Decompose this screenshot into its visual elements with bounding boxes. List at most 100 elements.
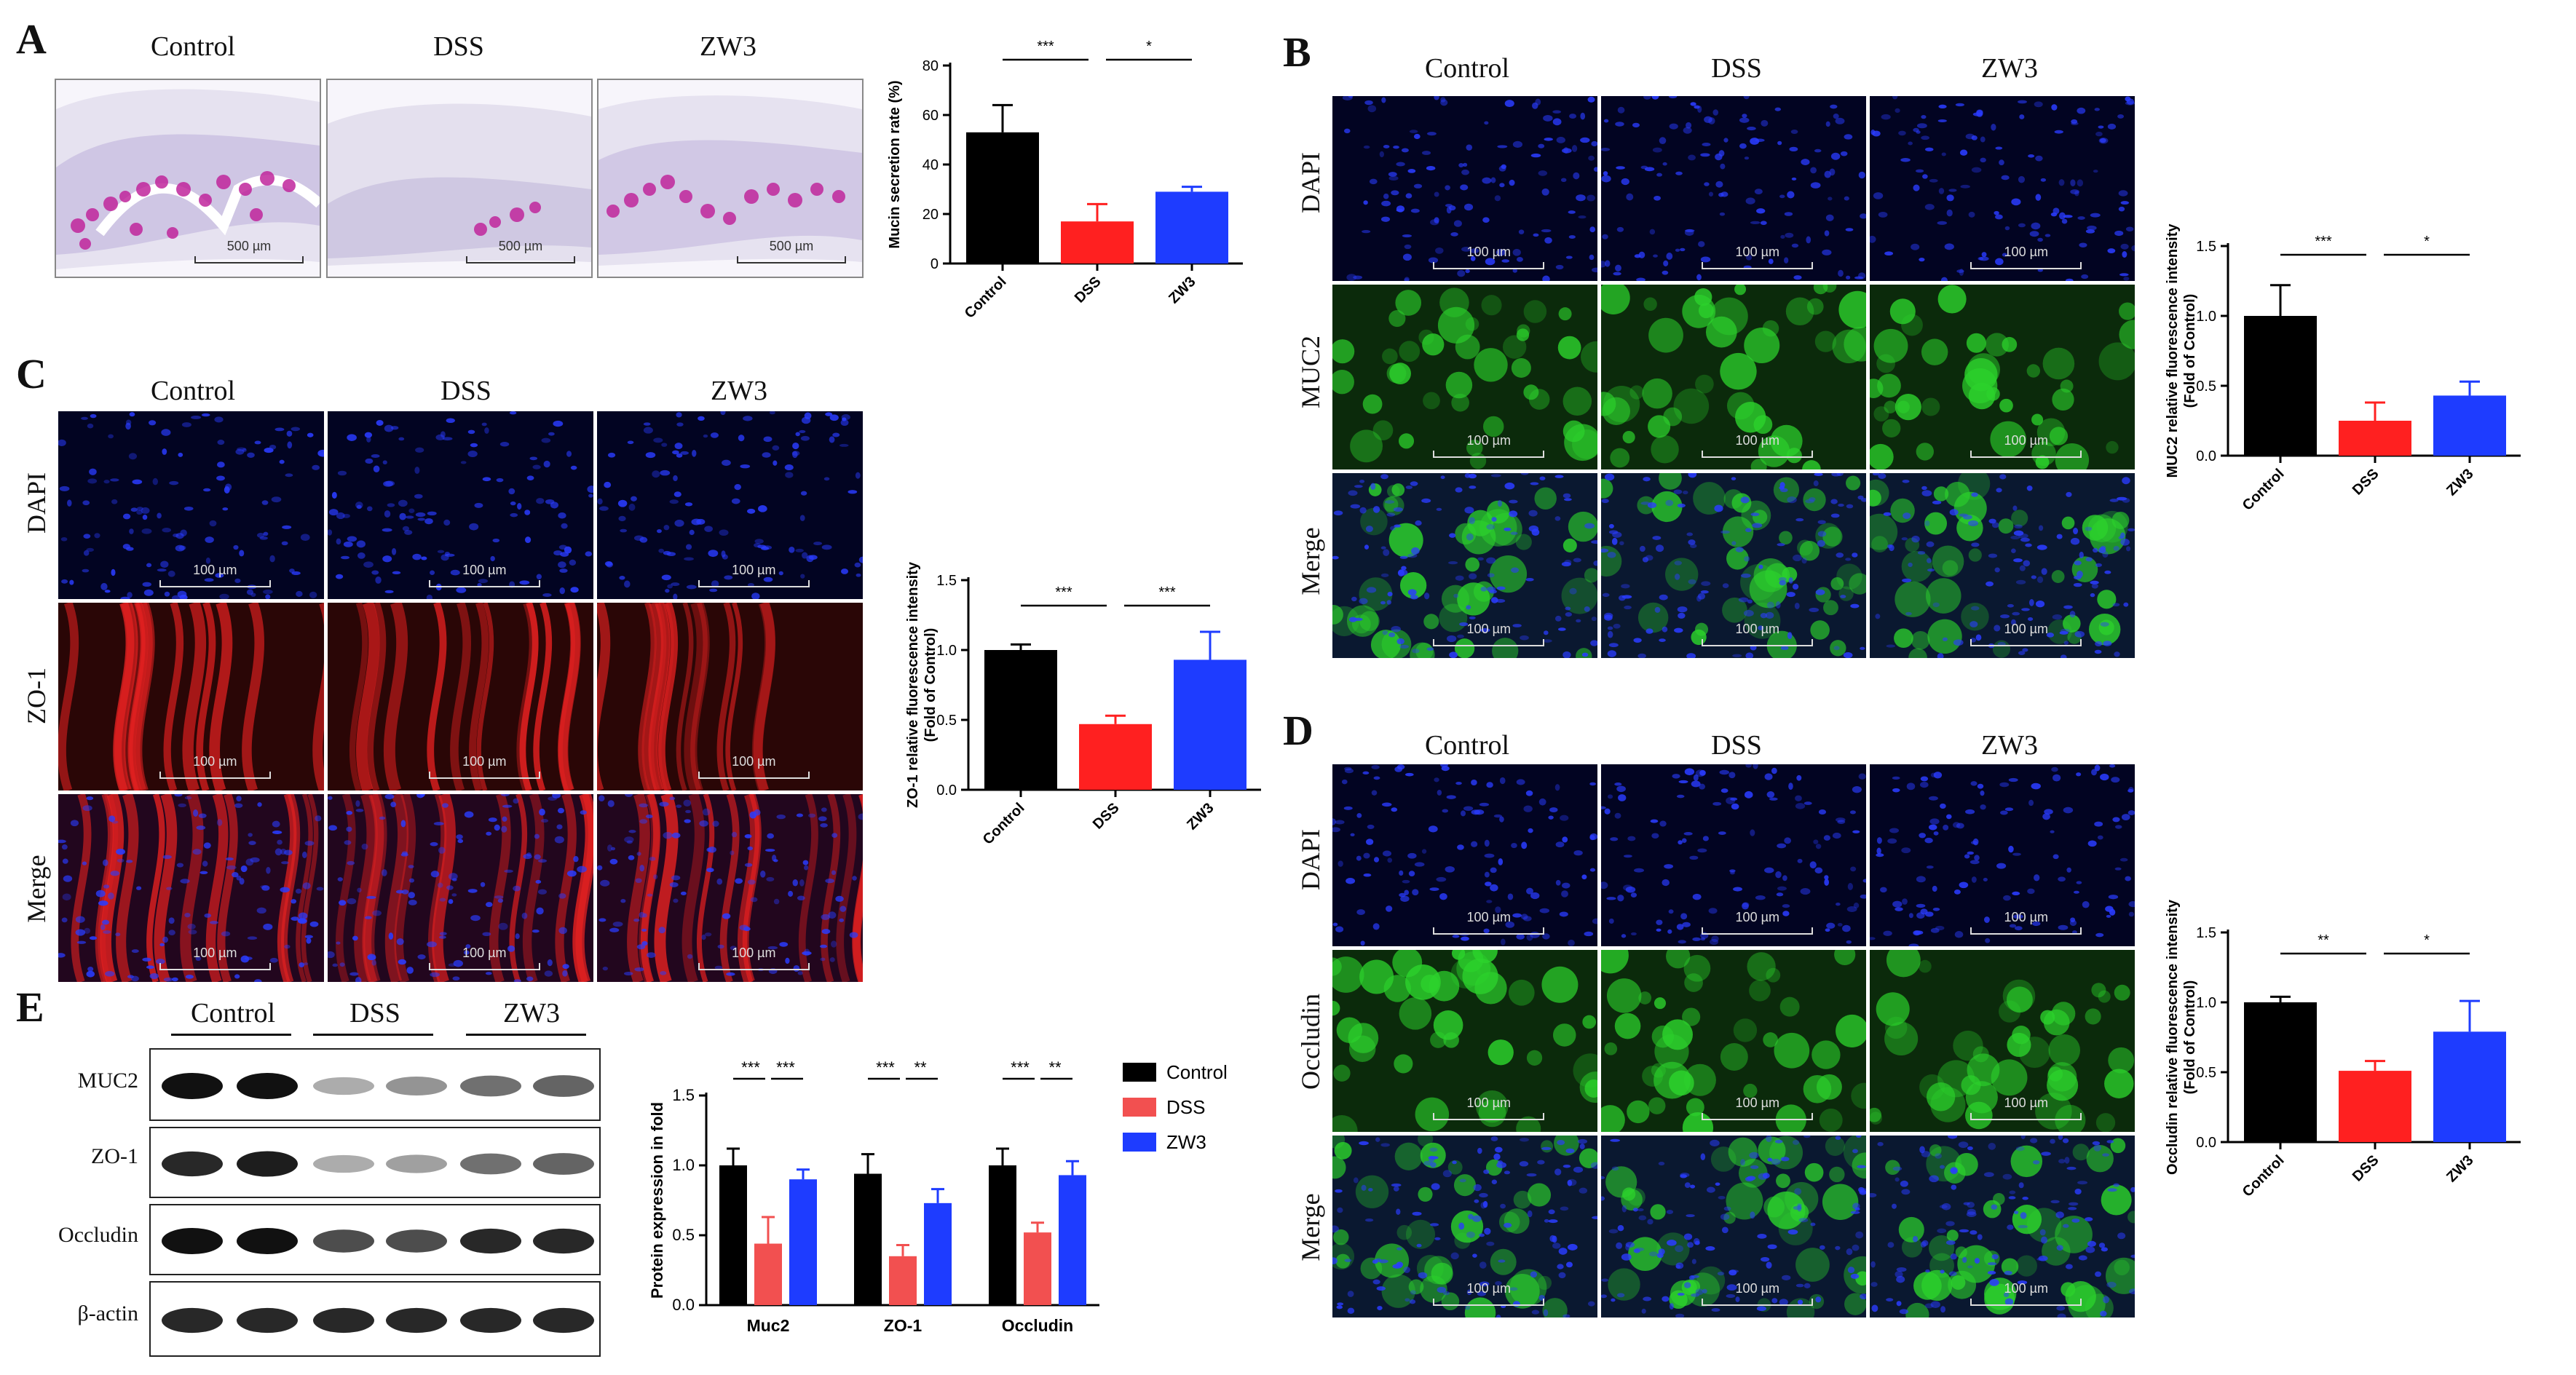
significance-label: *** [1011,1058,1030,1077]
bar-dss [2339,421,2411,456]
y-axis-label: Occludin relative fluorescence intensity [2165,899,2181,1175]
scale-bar: 100 µm [698,754,810,779]
panel-c-col-control: Control [150,376,236,406]
y-tick-label: 0.5 [2196,1065,2216,1081]
x-tick-label: Occludin [1002,1316,1073,1335]
band [313,1307,374,1334]
significance-label: *** [2315,234,2332,250]
scale-bar: 100 µm [1702,433,1814,458]
panel-d-col-zw3: ZW3 [1980,730,2039,761]
x-tick-label: DSS [2350,1152,2382,1185]
micrograph-merge-green: 100 µm [1332,1136,1597,1317]
panel-letter-e: E [16,983,44,1031]
y-tick-label: 1.5 [2196,239,2216,255]
wb-label-beta-actin: β-actin [77,1301,138,1326]
micrograph-dapi: 100 µm [58,411,324,599]
micrograph-dapi: 100 µm [597,411,863,599]
band [533,1153,594,1175]
panel-a-col-dss: DSS [433,31,484,62]
x-tick-label: DSS [1090,800,1123,833]
band [237,1228,298,1254]
scale-bar: 100 µm [698,563,810,587]
micrograph-green: 100 µm [1870,285,2135,469]
panel-c-row-zo1: ZO-1 [22,667,51,724]
scale-bar: 100 µm [1702,1281,1814,1306]
legend-swatch-control [1123,1063,1156,1082]
band [533,1075,594,1097]
micrograph-merge-green: 100 µm [1601,1136,1866,1317]
bar-control [989,1165,1016,1305]
significance-label: * [2424,932,2430,948]
scale-bar: 100 µm [698,946,810,970]
y-tick-label: 1.0 [2196,309,2216,325]
band [386,1154,447,1173]
y-tick-label: 80 [922,58,939,74]
x-tick-label: ZO-1 [884,1316,922,1335]
western-blot-row [149,1048,601,1121]
panel-c-col-zw3: ZW3 [710,376,768,406]
micrograph-dapi: 100 µm [1601,764,1866,946]
x-tick-label: ZW3 [1184,800,1217,833]
band [162,1228,223,1254]
scale-bar: 100 µm [1433,1095,1545,1120]
group-underline-control [171,1034,291,1036]
y-tick-label: 0.5 [672,1226,695,1244]
panel-b-row-dapi: DAPI [1296,152,1325,214]
micrograph-dapi: 100 µm [1332,96,1597,281]
y-tick-label: 1.5 [672,1086,695,1104]
y-tick-label: 0.0 [2196,448,2216,464]
significance-label: ** [1048,1058,1062,1077]
scale-bar: 100 µm [159,946,271,970]
y-axis-label-line2: (Fold of Control) [2182,980,2198,1095]
bar-zw3 [2433,1031,2506,1142]
legend-swatch-dss [1123,1098,1156,1117]
significance-label: *** [741,1058,760,1077]
y-tick-label: 1.5 [2196,925,2216,941]
band [237,1151,298,1177]
panel-a-col-control: Control [150,31,236,62]
bar-zw3 [2433,395,2506,456]
micrograph-merge-green: 100 µm [1601,473,1866,658]
wb-label-muc2: MUC2 [77,1069,138,1093]
chart-a: 0 20 40 60 80 Mucin secretion rate (%) Control… [870,36,1278,357]
chart-c: 0.0 0.5 1.0 1.5 ZO-1 relative fluorescence i… [881,553,1289,873]
legend-swatch-zw3 [1123,1133,1156,1152]
x-tick-label: Control [962,274,1010,322]
y-tick-label: 20 [922,207,939,223]
bar-control [2244,1002,2317,1142]
bar-dss [1024,1232,1051,1305]
x-tick-label: ZW3 [2443,466,2476,499]
micrograph-dapi: 100 µm [1601,96,1866,281]
bar-dss [2339,1071,2411,1142]
y-tick-label: 60 [922,108,939,124]
scale-bar: 100 µm [1702,622,1814,646]
band [313,1229,374,1253]
significance-label: *** [1055,585,1072,601]
y-axis-label: Protein expression in fold [648,1102,666,1299]
micrograph-green: 100 µm [1601,950,1866,1132]
panel-b-col-control: Control [1424,53,1510,84]
band [313,1077,374,1095]
significance-label: *** [876,1058,895,1077]
y-tick-label: 1.0 [672,1156,695,1174]
scale-bar: 100 µm [1702,910,1814,935]
panel-e-col-zw3: ZW3 [502,998,561,1029]
y-tick-label: 1.0 [2196,995,2216,1011]
panel-c-row-dapi: DAPI [22,472,51,534]
chart-e: 0.0 0.5 1.0 1.5 Protein expression in fold Mu… [633,1034,1289,1371]
micrograph-merge-red: 100 µm [328,794,593,982]
band [460,1307,521,1334]
bar-zw3 [789,1179,817,1305]
x-tick-label: Control [980,800,1028,848]
panel-letter-c: C [16,350,47,397]
scale-bar: 100 µm [428,754,540,779]
scale-bar: 100 µm [1433,245,1545,269]
legend-label-control: Control [1166,1061,1228,1083]
y-axis-label: Mucin secretion rate (%) [887,80,903,248]
panel-b-col-zw3: ZW3 [1980,53,2039,84]
micrograph-merge-green: 100 µm [1870,473,2135,658]
panel-letter-b: B [1283,28,1311,76]
y-axis-label: ZO-1 relative fluorescence intensity [905,561,921,808]
micrograph-dapi: 100 µm [1870,96,2135,281]
micrograph-dapi: 100 µm [328,411,593,599]
